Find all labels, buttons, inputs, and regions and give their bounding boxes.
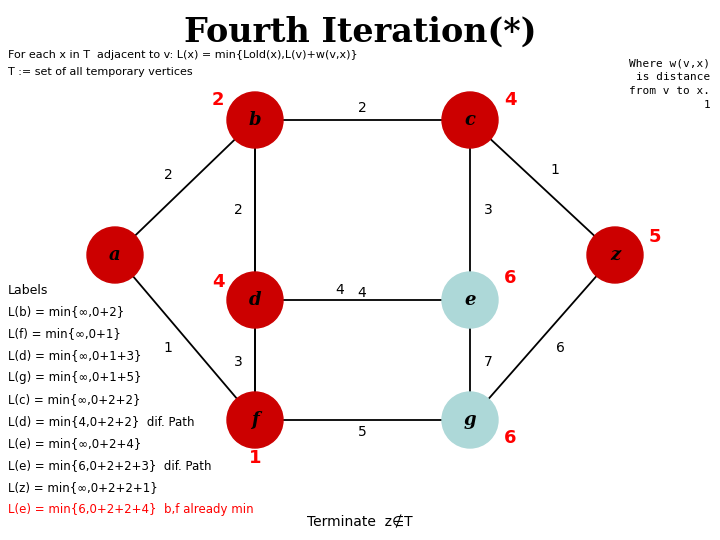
Text: L(e) = min{∞,0+2+4}: L(e) = min{∞,0+2+4}	[8, 437, 141, 450]
Text: L(c) = min{∞,0+2+2}: L(c) = min{∞,0+2+2}	[8, 394, 140, 407]
Text: 4: 4	[212, 273, 224, 291]
Text: 3: 3	[233, 355, 243, 369]
Text: g: g	[464, 411, 477, 429]
Text: Where w(v,x)
is distance
from v to x.
1: Where w(v,x) is distance from v to x. 1	[629, 58, 710, 110]
Text: 2: 2	[212, 91, 224, 109]
Text: T := set of all temporary vertices: T := set of all temporary vertices	[8, 67, 193, 77]
Text: 5: 5	[358, 425, 366, 439]
Text: 4: 4	[358, 286, 366, 300]
Circle shape	[227, 92, 283, 148]
Text: a: a	[109, 246, 121, 264]
Text: 7: 7	[484, 355, 492, 369]
Text: Labels: Labels	[8, 284, 48, 296]
Text: Fourth Iteration(*): Fourth Iteration(*)	[184, 16, 536, 49]
Circle shape	[442, 92, 498, 148]
Text: 1: 1	[551, 163, 559, 177]
Text: 4: 4	[504, 91, 516, 109]
Circle shape	[442, 392, 498, 448]
Text: L(e) = min{6,0+2+2+3}  dif. Path: L(e) = min{6,0+2+2+3} dif. Path	[8, 460, 212, 472]
Text: d: d	[248, 291, 261, 309]
Circle shape	[587, 227, 643, 283]
Text: f: f	[251, 411, 259, 429]
Text: L(d) = min{∞,0+1+3}: L(d) = min{∞,0+1+3}	[8, 349, 142, 362]
Text: b: b	[248, 111, 261, 129]
Text: c: c	[464, 111, 475, 129]
Text: L(b) = min{∞,0+2}: L(b) = min{∞,0+2}	[8, 306, 125, 319]
Circle shape	[227, 272, 283, 328]
Text: 2: 2	[163, 168, 172, 182]
Text: 1: 1	[163, 341, 172, 355]
Text: L(g) = min{∞,0+1+5}: L(g) = min{∞,0+1+5}	[8, 372, 142, 384]
Text: 6: 6	[504, 429, 516, 447]
Text: 6: 6	[504, 269, 516, 287]
Text: 4: 4	[336, 283, 344, 297]
Text: L(f) = min{∞,0+1}: L(f) = min{∞,0+1}	[8, 327, 121, 341]
Text: L(z) = min{∞,0+2+2+1}: L(z) = min{∞,0+2+2+1}	[8, 482, 158, 495]
Text: Terminate  z∉T: Terminate z∉T	[307, 515, 413, 529]
Circle shape	[227, 392, 283, 448]
Text: 1: 1	[248, 449, 261, 467]
Text: z: z	[610, 246, 620, 264]
Text: L(d) = min{4,0+2+2}  dif. Path: L(d) = min{4,0+2+2} dif. Path	[8, 415, 194, 429]
Text: 6: 6	[556, 341, 564, 355]
Text: 3: 3	[484, 203, 492, 217]
Circle shape	[87, 227, 143, 283]
Text: e: e	[464, 291, 476, 309]
Text: 2: 2	[358, 101, 366, 115]
Text: L(e) = min{6,0+2+2+4}  b,f already min: L(e) = min{6,0+2+2+4} b,f already min	[8, 503, 253, 516]
Text: 5: 5	[649, 228, 661, 246]
Text: For each x in T  adjacent to v: L(x) = min{Lold(x),L(v)+w(v,x)}: For each x in T adjacent to v: L(x) = mi…	[8, 50, 358, 60]
Circle shape	[442, 272, 498, 328]
Text: 2: 2	[233, 203, 243, 217]
